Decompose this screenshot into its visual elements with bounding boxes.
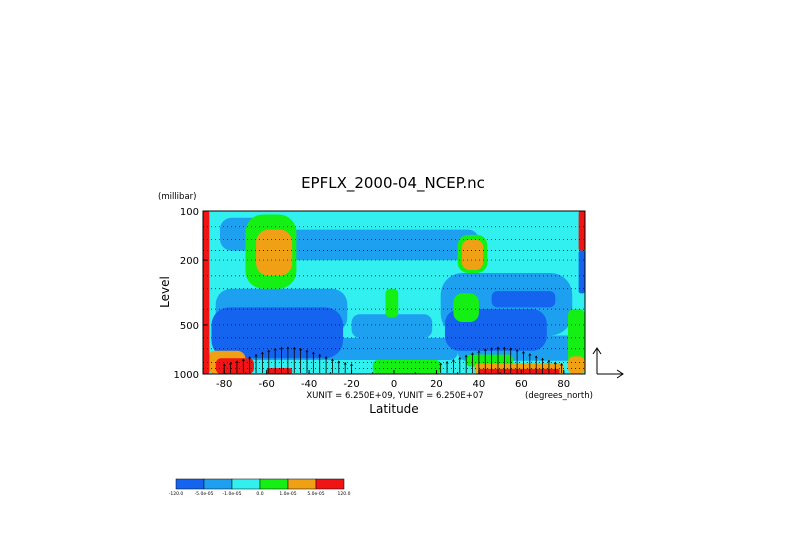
contour-region [578, 211, 585, 251]
contour-region [211, 307, 344, 359]
colorbar-label: 5.0e-05 [307, 491, 324, 497]
flux-vector-head [299, 347, 303, 351]
contour-region [266, 368, 293, 374]
flux-vector-head [280, 346, 283, 350]
y-ticks: 100 200 500 1000 [174, 207, 207, 381]
y-axis-label: Level [158, 276, 172, 308]
x-units: (degrees_north) [525, 391, 593, 401]
y-arrowhead-icon [592, 347, 602, 355]
contour-region [568, 309, 585, 367]
flux-vector-head [229, 361, 233, 365]
y-tick-label: 1000 [174, 370, 199, 381]
y-tick-label: 100 [180, 207, 199, 218]
x-tick-label: -80 [216, 379, 232, 390]
contour-region [478, 368, 560, 374]
contour-region [568, 356, 585, 374]
flux-vector-head [324, 356, 328, 359]
contour-region [215, 358, 254, 374]
flux-vector-head [560, 362, 564, 366]
y-tick-label: 200 [180, 256, 199, 267]
contour-region [256, 229, 293, 276]
colorbar: -120.0 -5.0e-05 -1.0e-05 0.0 1.0e-05 5.0e-05 1… [169, 478, 351, 497]
flux-vector-head [318, 353, 322, 357]
flux-vector-head [458, 356, 462, 360]
flux-vector-head [267, 349, 271, 353]
flux-vector-head [235, 360, 239, 364]
contour-region [491, 291, 556, 308]
flux-vector-head [509, 347, 513, 351]
colorbar-label: -1.0e-05 [223, 491, 242, 497]
flux-vector-head [305, 349, 309, 353]
flux-vector-head [528, 353, 532, 356]
flux-vector-head [311, 351, 315, 355]
flux-vector-head [343, 361, 347, 365]
x-tick-label: -40 [301, 379, 317, 390]
y-units: (millibar) [158, 192, 196, 202]
x-tick-label: 40 [473, 379, 486, 390]
flux-vector-head [260, 351, 264, 355]
flux-vector-head [248, 356, 252, 359]
y-tick-label: 500 [180, 321, 199, 332]
reference-arrows [592, 347, 624, 379]
x-tick-label: 60 [515, 379, 528, 390]
contour-regions [203, 211, 585, 374]
flux-vector-head [451, 359, 455, 362]
colorbar-label: -5.0e-05 [195, 491, 214, 497]
colorbar-label: 0.0 [256, 491, 263, 497]
colorbar-swatch [231, 478, 261, 490]
x-tick-label: -20 [343, 379, 359, 390]
contour-region [372, 359, 441, 374]
colorbar-swatch [175, 478, 205, 490]
contour-region [351, 314, 433, 338]
flux-vector-head [553, 361, 557, 365]
contour-region [461, 239, 484, 270]
unit-note: XUNIT = 6.250E+09, YUNIT = 6.250E+07 [306, 391, 483, 401]
flux-vector-head [254, 353, 258, 357]
flux-vector-head [464, 354, 468, 358]
chart-title: EPFLX_2000-04_NCEP.nc [301, 174, 485, 193]
flux-vector-head [496, 346, 500, 350]
flux-vectors [222, 346, 564, 373]
x-tick-label: 0 [391, 379, 397, 390]
flux-vector-head [515, 348, 519, 352]
flux-vector-head [490, 347, 494, 350]
flux-vector-head [330, 358, 334, 362]
colorbar-swatch [203, 478, 233, 490]
x-arrowhead-icon [616, 369, 624, 379]
contour-region [578, 250, 585, 294]
x-axis-label: Latitude [369, 402, 418, 416]
colorbar-swatch [287, 478, 317, 490]
flux-vector-head [241, 358, 245, 362]
colorbar-swatch [259, 478, 289, 490]
flux-vector-head [483, 348, 487, 352]
flux-vector-head [471, 352, 474, 356]
contour-region [385, 288, 399, 318]
flux-vector-head [222, 363, 226, 367]
flux-vector-head [541, 357, 545, 361]
x-tick-label: 20 [430, 379, 443, 390]
flux-vector-head [534, 355, 538, 359]
flux-vector-head [547, 359, 551, 363]
contour-region [283, 229, 479, 261]
colorbar-label: 120.0 [338, 491, 351, 497]
x-tick-label: -60 [258, 379, 274, 390]
flux-vector-head [350, 363, 354, 367]
colorbar-label: 1.0e-05 [279, 491, 296, 497]
x-tick-label: 80 [557, 379, 570, 390]
colorbar-label: -120.0 [169, 491, 184, 497]
flux-vector-head [521, 350, 525, 354]
contour-region [453, 293, 479, 323]
flux-vector-head [439, 362, 443, 366]
contour-region [203, 211, 210, 374]
flux-vector-head [477, 350, 481, 353]
plot-frame [202, 210, 586, 375]
colorbar-swatch [315, 478, 345, 490]
flux-vector-head [286, 346, 290, 350]
